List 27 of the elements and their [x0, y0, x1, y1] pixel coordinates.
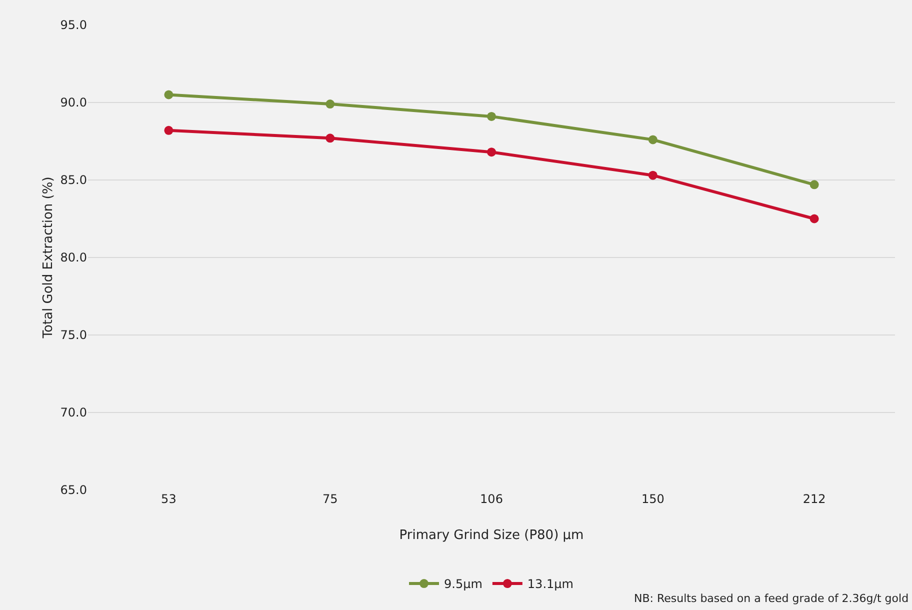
- legend-label: 13.1µm: [527, 577, 574, 592]
- y-axis-title: Total Gold Extraction (%): [41, 176, 56, 340]
- y-tick-label: 85.0: [60, 173, 87, 188]
- y-tick-label: 90.0: [60, 96, 87, 110]
- point: [326, 134, 335, 143]
- y-tick-label: 95.0: [60, 18, 87, 32]
- x-tick-label: 212: [802, 492, 826, 506]
- x-tick-label: 106: [480, 492, 503, 506]
- point: [648, 170, 658, 180]
- point: [487, 112, 496, 121]
- y-tick-label: 80.0: [60, 250, 87, 265]
- text: NB: Results based on a feed grade of 2.36g/t gold: [634, 592, 909, 605]
- legend-label: 9.5µm: [444, 577, 482, 592]
- point: [810, 180, 819, 190]
- point: [648, 135, 658, 144]
- y-tick-label: 70.0: [60, 406, 87, 420]
- point: [326, 100, 335, 109]
- y-tick-label: 75.0: [60, 328, 87, 342]
- x-tick-label: 75: [322, 492, 338, 506]
- x-tick-label: 53: [161, 492, 176, 506]
- point: [487, 148, 496, 157]
- point: [810, 214, 819, 224]
- x-tick-label: 150: [641, 492, 664, 506]
- y-tick-label: 65.0: [60, 483, 87, 498]
- point: [164, 126, 174, 135]
- x-axis-title: Primary Grind Size (P80) µm: [399, 528, 584, 543]
- point: [164, 90, 174, 100]
